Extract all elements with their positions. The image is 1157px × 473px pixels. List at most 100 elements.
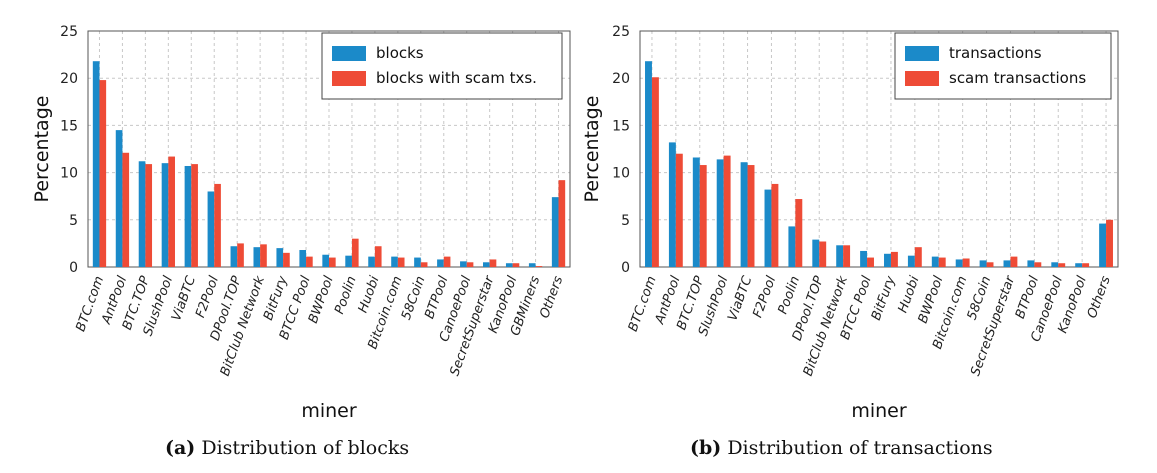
bar-secondary [938, 257, 946, 267]
bar-secondary [986, 262, 994, 267]
bar-primary [483, 262, 490, 267]
bar-secondary [867, 257, 874, 267]
bar-secondary [443, 256, 451, 267]
bar-primary [414, 257, 421, 267]
bar-secondary [168, 156, 175, 267]
bar-primary [645, 61, 652, 267]
bar-secondary [795, 199, 803, 267]
bar-primary [812, 239, 820, 267]
x-axis-title: miner [301, 400, 357, 422]
bar-primary [184, 165, 192, 267]
bar-secondary [306, 256, 313, 267]
bar-secondary [535, 266, 543, 267]
legend: transactions scam transactions [894, 32, 1112, 100]
bar-secondary [145, 164, 153, 267]
bar-secondary [374, 246, 382, 267]
legend-box [321, 32, 563, 100]
bar-secondary [1106, 219, 1113, 267]
x-tick-label: Huobi [896, 274, 923, 315]
bar-primary [907, 255, 915, 267]
bar-primary [884, 253, 891, 267]
x-tick-label: BTC.com [73, 274, 107, 333]
y-tick-label: 20 [612, 71, 630, 87]
bar-primary [115, 130, 123, 267]
bar-primary [92, 61, 100, 267]
bar-primary [692, 157, 700, 267]
bar-primary [437, 259, 444, 267]
bar-primary [931, 256, 939, 267]
chart-a: 0510152025BTC.comAntPoolBTC.TOPSlushPool… [31, 24, 571, 422]
y-tick-label: 5 [69, 213, 78, 229]
legend-swatch [905, 46, 939, 61]
caption-b-text: Distribution of transactions [727, 437, 993, 459]
bar-primary [860, 250, 868, 267]
bar-secondary [260, 244, 267, 267]
bar-secondary [283, 252, 290, 267]
bar-primary [276, 248, 284, 267]
bar-secondary [466, 262, 474, 267]
bar-secondary [1010, 256, 1018, 267]
legend-box [894, 32, 1112, 100]
bar-secondary [1034, 262, 1042, 267]
bar-secondary [675, 153, 683, 267]
bar-primary [1027, 260, 1035, 267]
bar-primary [460, 261, 467, 267]
bar-primary [836, 245, 844, 267]
bar-primary [1099, 223, 1107, 267]
legend-label: transactions [949, 44, 1042, 62]
bar-primary [1075, 263, 1083, 267]
y-tick-label: 20 [60, 71, 78, 87]
caption-a: (a) Distribution of blocks [165, 437, 409, 459]
bar-secondary [99, 80, 107, 267]
bar-secondary [191, 164, 198, 267]
bar-primary [368, 256, 375, 267]
bar-secondary [329, 257, 336, 267]
y-tick-label: 5 [621, 213, 630, 229]
bar-secondary [558, 180, 566, 267]
legend-label: blocks with scam txs. [376, 69, 537, 87]
caption-b-label: (b) [690, 437, 722, 459]
bar-primary [391, 256, 398, 267]
bar-primary [230, 246, 238, 267]
y-tick-label: 25 [60, 24, 78, 40]
bar-secondary [771, 183, 779, 267]
bar-secondary [214, 183, 221, 267]
bar-primary [740, 162, 748, 267]
bar-primary [505, 263, 513, 267]
bar-primary [161, 163, 169, 267]
bar-secondary [397, 257, 405, 267]
bar-primary [764, 189, 772, 267]
bar-primary [1003, 260, 1011, 267]
legend-label: scam transactions [949, 69, 1086, 87]
legend: blocks blocks with scam txs. [321, 32, 563, 100]
x-axis-title: miner [851, 400, 907, 422]
bar-primary [299, 250, 307, 267]
legend-swatch [332, 71, 366, 86]
bar-primary [528, 263, 536, 267]
caption-a-text: Distribution of blocks [201, 437, 410, 459]
legend-label: blocks [376, 44, 424, 62]
bar-primary [788, 226, 796, 267]
caption-a-label: (a) [165, 437, 196, 459]
y-tick-label: 10 [612, 166, 630, 182]
y-tick-label: 0 [69, 260, 78, 276]
bar-secondary [843, 245, 851, 267]
bar-secondary [512, 263, 520, 267]
bar-primary [345, 255, 352, 267]
bar-primary [253, 247, 261, 267]
bar-secondary [914, 247, 922, 267]
bar-secondary [1058, 263, 1066, 267]
y-tick-label: 0 [621, 260, 630, 276]
y-axis-title: Percentage [581, 96, 603, 203]
bar-secondary [237, 243, 244, 267]
x-tick-label: BTC.com [626, 274, 660, 333]
y-tick-label: 15 [612, 118, 630, 134]
bar-secondary [890, 251, 898, 267]
legend-swatch [332, 46, 366, 61]
bar-primary [668, 142, 676, 267]
chart-b: 0510152025BTC.comAntPoolBTC.TOPSlushPool… [581, 24, 1119, 422]
bar-primary [979, 260, 987, 267]
bar-secondary [122, 152, 130, 267]
legend-swatch [905, 71, 939, 86]
